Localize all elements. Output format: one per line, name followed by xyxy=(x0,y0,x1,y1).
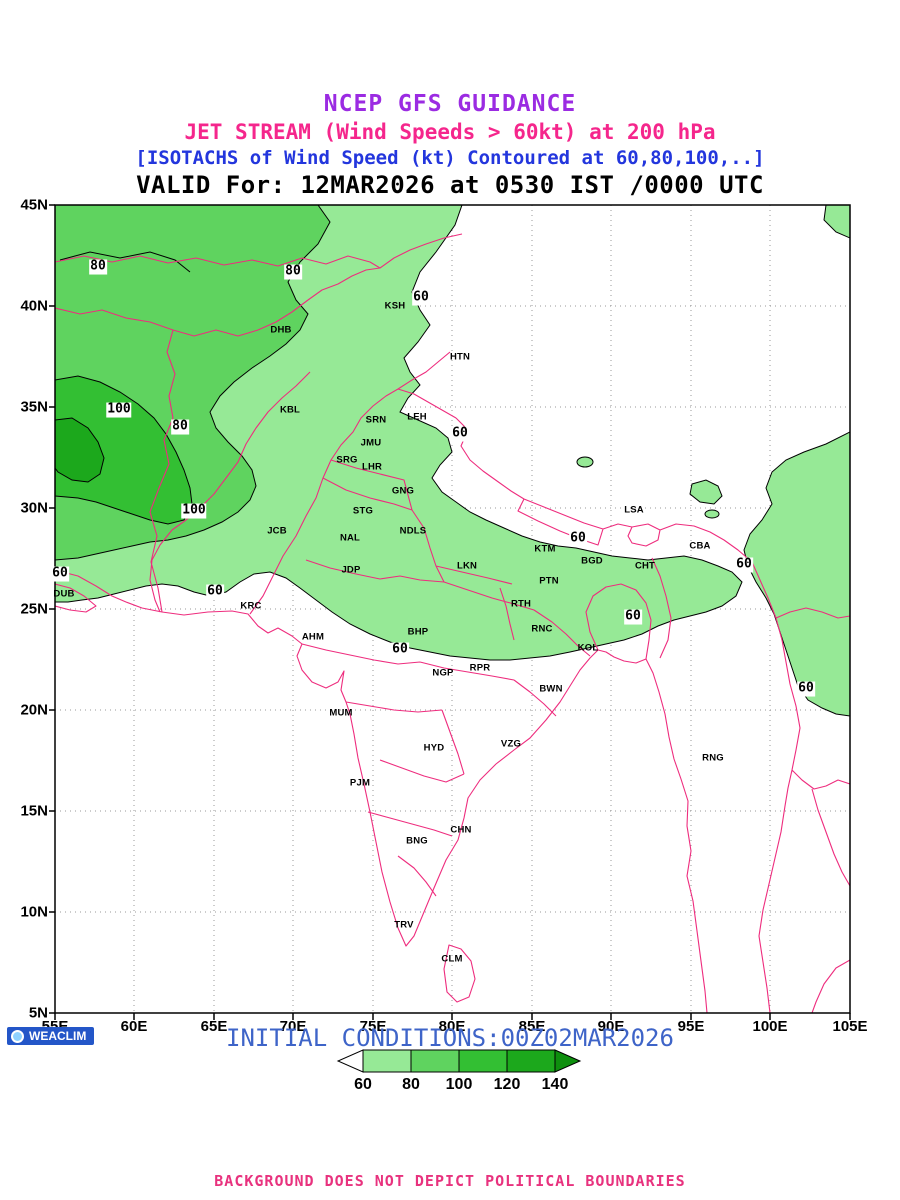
geography-lines xyxy=(55,233,850,1013)
contour-line-80-inner xyxy=(59,251,191,273)
isotach-region-60-topright xyxy=(823,205,850,239)
state-borders xyxy=(301,459,591,897)
legend-cell-120-140 xyxy=(506,1049,556,1073)
page-subtitle: JET STREAM (Wind Speeds > 60kt) at 200 h… xyxy=(184,120,716,144)
initial-conditions-line: INITIAL CONDITIONS:00Z02MAR2026 xyxy=(226,1024,674,1052)
legend-arrow-left xyxy=(336,1049,364,1073)
isotach-shading xyxy=(55,205,850,717)
isotach-patch xyxy=(704,509,720,519)
isotach-patch xyxy=(576,456,594,468)
axis-ticks xyxy=(49,204,851,1020)
isotach-region-100 xyxy=(55,375,193,525)
legend-bar xyxy=(336,1049,582,1073)
isotach-region-120 xyxy=(55,417,105,483)
isotach-region-60-east xyxy=(743,431,850,717)
legend-cell-80-100 xyxy=(410,1049,460,1073)
isotach-patch xyxy=(689,479,723,505)
background-disclaimer: BACKGROUND DOES NOT DEPICT POLITICAL BOU… xyxy=(214,1172,686,1190)
page-title: NCEP GFS GUIDANCE xyxy=(323,91,577,117)
coastline xyxy=(55,569,708,1013)
legend-cell-60-80 xyxy=(362,1049,412,1073)
contour-note: [ISOTACHS of Wind Speed (kt) Contoured a… xyxy=(135,147,765,169)
country-borders xyxy=(55,233,850,1013)
valid-time-line: VALID For: 12MAR2026 at 0530 IST /0000 U… xyxy=(136,171,764,199)
weaclim-icon xyxy=(11,1029,24,1043)
weaclim-label: WEACLIM xyxy=(29,1029,87,1043)
sri-lanka-coast xyxy=(443,944,476,1003)
weaclim-logo: WEACLIM xyxy=(7,1027,95,1045)
gulf-coast xyxy=(55,583,97,613)
legend-arrow-right xyxy=(554,1049,582,1073)
legend-cell-100-120 xyxy=(458,1049,508,1073)
